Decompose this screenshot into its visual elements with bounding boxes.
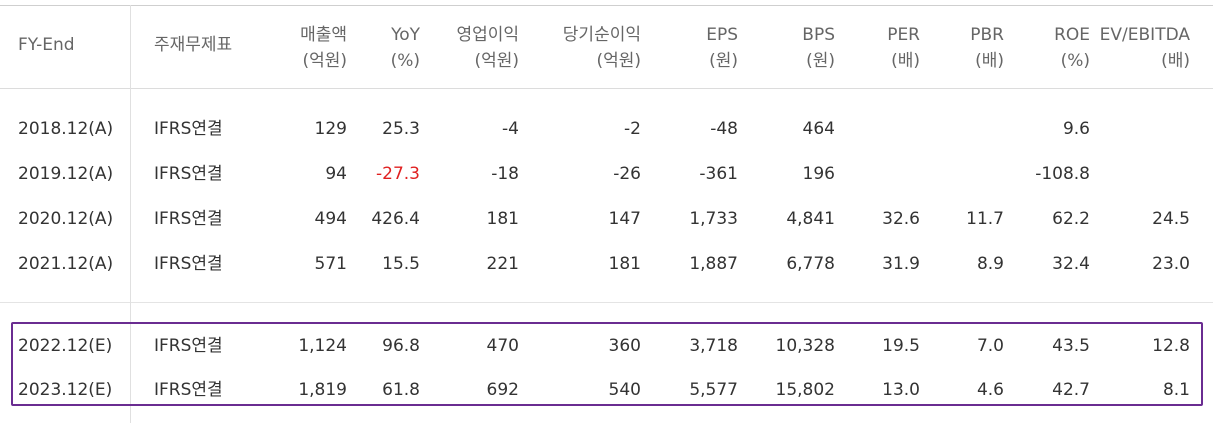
fy-end-cell: 2023.12(E) [18,380,113,400]
section-divider [0,302,1213,303]
header-cell: 당기순이익 [562,25,641,45]
table-cell: 494 [314,209,347,229]
header-divider [0,88,1213,89]
table-cell: 7.0 [976,336,1004,356]
table-cell: 19.5 [882,336,920,356]
fy-end-cell: 2022.12(E) [18,336,113,356]
table-cell: 692 [486,380,519,400]
table-cell: -48 [710,119,738,139]
table-cell: -361 [699,164,738,184]
table-cell: IFRS연결 [154,164,223,184]
table-cell: 94 [325,164,347,184]
header-unit: (원) [806,51,835,71]
table-cell: IFRS연결 [154,254,223,274]
table-cell: 360 [608,336,641,356]
table-cell: 32.4 [1052,254,1090,274]
table-cell: IFRS연결 [154,209,223,229]
table-cell: 23.0 [1152,254,1190,274]
header-unit: (배) [891,51,920,71]
header-cell: EPS [706,25,738,45]
header-unit: (억원) [596,51,641,71]
table-cell: 540 [608,380,641,400]
header-unit: (억원) [302,51,347,71]
table-cell: 31.9 [882,254,920,274]
table-cell: 32.6 [882,209,920,229]
table-cell: 96.8 [382,336,420,356]
table-cell: IFRS연결 [154,336,223,356]
header-cell: ROE [1054,25,1090,45]
table-cell: -27.3 [376,164,420,184]
table-cell: 470 [486,336,519,356]
fy-end-cell: 2021.12(A) [18,254,114,274]
table-cell: 129 [314,119,347,139]
table-cell: 13.0 [882,380,920,400]
table-cell: 221 [486,254,519,274]
table-cell: 181 [608,254,641,274]
header-cell: 영업이익 [456,25,519,45]
header-unit: (%) [390,51,420,71]
estimate-highlight-box [11,322,1203,406]
table-cell: IFRS연결 [154,119,223,139]
table-cell: 43.5 [1052,336,1090,356]
fy-end-cell: 2020.12(A) [18,209,114,229]
header-cell: PBR [970,25,1004,45]
table-cell: 1,819 [298,380,347,400]
header-cell: 매출액 [300,25,347,45]
table-cell: 3,718 [689,336,738,356]
table-cell: 11.7 [966,209,1004,229]
header-unit: (원) [709,51,738,71]
table-cell: -2 [624,119,641,139]
header-cell: PER [887,25,920,45]
header-unit: (배) [1161,51,1190,71]
table-cell: -108.8 [1035,164,1090,184]
table-cell: -26 [613,164,641,184]
table-cell: 25.3 [382,119,420,139]
table-cell: 1,124 [298,336,347,356]
table-cell: 10,328 [775,336,835,356]
table-cell: -18 [491,164,519,184]
table-cell: 61.8 [382,380,420,400]
header-cell: BPS [802,25,835,45]
table-cell: 8.9 [976,254,1004,274]
table-cell: -4 [502,119,519,139]
table-cell: 15.5 [382,254,420,274]
table-cell: 196 [802,164,835,184]
header-unit: (%) [1060,51,1090,71]
table-cell: 464 [802,119,835,139]
header-unit: (배) [975,51,1004,71]
header-cell: YoY [391,25,420,45]
header-cell: EV/EBITDA [1099,25,1190,45]
column-divider [130,5,131,423]
header-cell: FY-End [18,35,75,55]
table-cell: 15,802 [775,380,835,400]
header-cell: 주재무제표 [154,35,233,55]
table-cell: 426.4 [371,209,420,229]
table-cell: 1,733 [689,209,738,229]
header-unit: (억원) [474,51,519,71]
fy-end-cell: 2018.12(A) [18,119,114,139]
top-border [0,5,1213,6]
table-cell: 24.5 [1152,209,1190,229]
fy-end-cell: 2019.12(A) [18,164,114,184]
table-cell: 5,577 [689,380,738,400]
table-cell: 571 [314,254,347,274]
table-cell: 1,887 [689,254,738,274]
table-cell: IFRS연결 [154,380,223,400]
table-cell: 9.6 [1062,119,1090,139]
table-cell: 6,778 [786,254,835,274]
table-cell: 147 [608,209,641,229]
table-cell: 4,841 [786,209,835,229]
table-cell: 62.2 [1052,209,1090,229]
table-cell: 8.1 [1162,380,1190,400]
table-cell: 12.8 [1152,336,1190,356]
table-cell: 4.6 [976,380,1004,400]
table-cell: 181 [486,209,519,229]
table-cell: 42.7 [1052,380,1090,400]
